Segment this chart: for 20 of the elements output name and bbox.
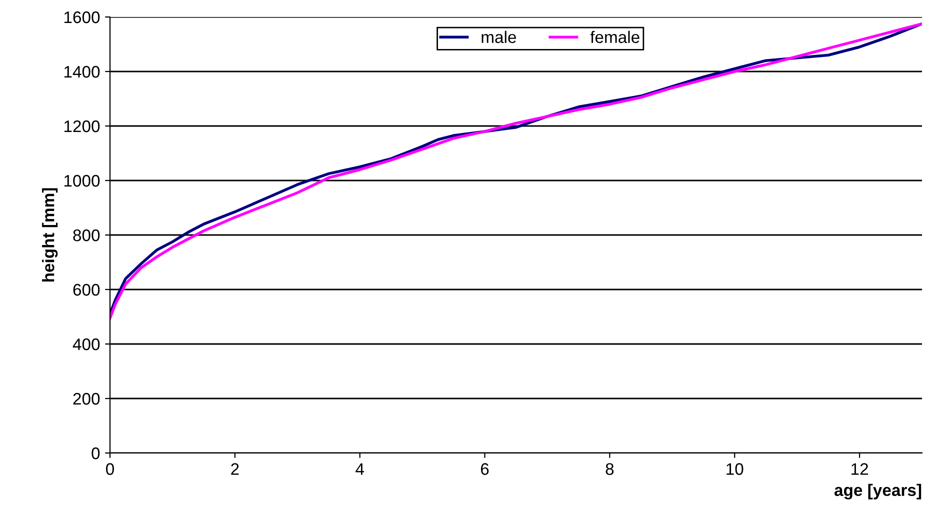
- x-tick-label: 4: [356, 463, 364, 475]
- x-tick-label: 0: [106, 463, 114, 475]
- legend-label: male: [482, 30, 516, 44]
- y-tick-label: 400: [72, 338, 100, 350]
- x-tick-label: 12: [852, 463, 868, 475]
- y-tick-label: 800: [73, 229, 100, 242]
- legend-label: female: [590, 30, 640, 44]
- y-tick-label: 1400: [64, 66, 100, 78]
- x-axis-title: age [years]: [834, 484, 922, 500]
- y-tick-label: 600: [73, 284, 100, 296]
- y-tick-label: 0: [92, 447, 100, 460]
- y-tick-label: 200: [73, 392, 100, 405]
- y-axis-title: height [mm]: [42, 188, 58, 282]
- x-tick-label: 10: [726, 463, 744, 475]
- y-tick-label: 1000: [64, 174, 100, 187]
- x-tick-label: 8: [606, 463, 614, 475]
- x-tick-label: 6: [480, 463, 489, 475]
- y-tick-label: 1600: [64, 11, 100, 24]
- y-tick-label: 1200: [64, 120, 100, 132]
- x-tick-label: 2: [231, 463, 239, 475]
